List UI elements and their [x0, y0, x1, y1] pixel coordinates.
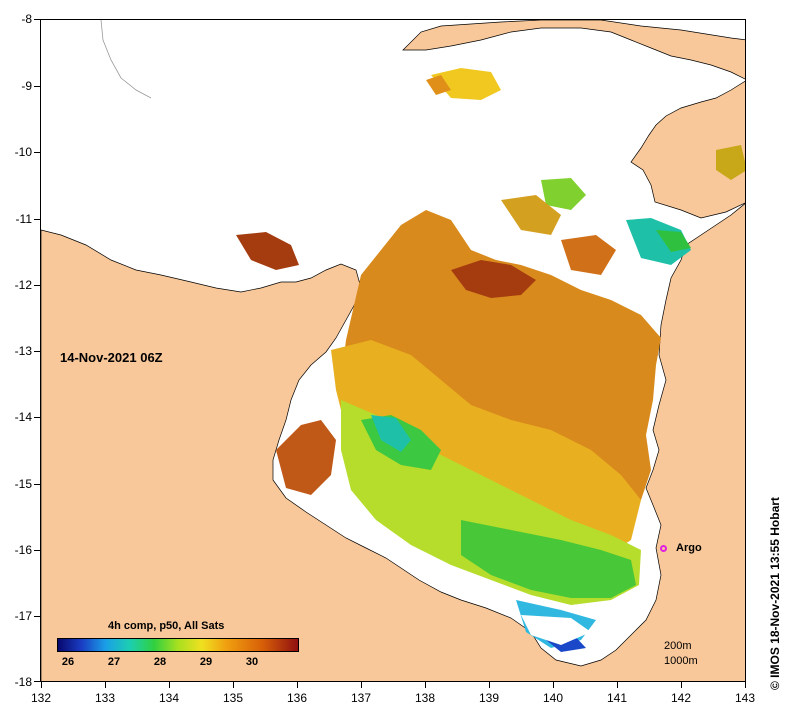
lat-tick-label: -14: [14, 410, 32, 424]
lat-tick-label: -10: [14, 145, 32, 159]
land-cape-york: [630, 80, 745, 219]
map-timestamp: 14-Nov-2021 06Z: [60, 350, 163, 365]
lat-tick-label: -15: [14, 477, 32, 491]
lat-tick-label: -11: [15, 212, 32, 226]
colorbar-label: 29: [199, 656, 213, 668]
lon-tick-label: 141: [606, 691, 628, 705]
lat-tick-label: -16: [14, 543, 32, 557]
lon-tick-label: 138: [414, 691, 436, 705]
isobath-200m-label: 200m: [664, 640, 692, 652]
lon-tickmark: [745, 682, 746, 688]
lon-tickmark: [553, 682, 554, 688]
land-new-guinea: [402, 20, 745, 80]
colorbar-label: 26: [61, 656, 75, 668]
lat-tickmark: [34, 681, 40, 682]
lat-tickmark: [34, 616, 40, 617]
lon-tick-label: 142: [670, 691, 692, 705]
argo-float-marker[interactable]: [660, 545, 667, 552]
lon-tick-label: 143: [734, 691, 756, 705]
lat-tickmark: [34, 152, 40, 153]
sst-colorbar: [57, 638, 299, 652]
lon-tickmark: [425, 682, 426, 688]
lon-tickmark: [681, 682, 682, 688]
lat-tickmark: [34, 550, 40, 551]
lat-tick-label: -12: [14, 278, 32, 292]
imos-credit: © IMOS 18-Nov-2021 13:55 Hobart: [768, 497, 782, 690]
colorbar-label: 27: [107, 656, 121, 668]
lat-tick-label: -17: [14, 609, 32, 623]
lat-tickmark: [34, 219, 40, 220]
colorbar-label: 28: [153, 656, 167, 668]
lon-tickmark: [233, 682, 234, 688]
lat-tick-label: -9: [21, 79, 32, 93]
lon-tick-label: 135: [222, 691, 244, 705]
lon-tickmark: [169, 682, 170, 688]
sst-field: [236, 68, 745, 652]
lon-tick-label: 137: [350, 691, 372, 705]
lon-tick-label: 139: [478, 691, 500, 705]
lon-tickmark: [105, 682, 106, 688]
lat-tickmark: [34, 417, 40, 418]
lon-tickmark: [617, 682, 618, 688]
lat-tick-label: -18: [14, 675, 32, 689]
lat-tick-label: -8: [21, 12, 32, 26]
lon-tick-label: 132: [30, 691, 52, 705]
lat-tickmark: [34, 285, 40, 286]
colorbar-label: 30: [245, 656, 259, 668]
lat-tick-label: -13: [14, 344, 32, 358]
lon-tick-label: 136: [286, 691, 308, 705]
land-northern-territory: [41, 203, 745, 681]
legend-title: 4h comp, p50, All Sats: [108, 620, 225, 632]
lat-tickmark: [34, 351, 40, 352]
lon-tickmark: [361, 682, 362, 688]
argo-label: Argo: [676, 542, 702, 554]
sst-map-canvas: [41, 20, 745, 681]
lat-tickmark: [34, 86, 40, 87]
lon-tick-label: 134: [158, 691, 180, 705]
lon-tickmark: [41, 682, 42, 688]
sst-map: [40, 19, 746, 682]
lat-tickmark: [34, 484, 40, 485]
isobath-1000m-label: 1000m: [664, 655, 698, 667]
lon-tickmark: [297, 682, 298, 688]
lon-tick-label: 133: [94, 691, 116, 705]
lon-tickmark: [489, 682, 490, 688]
lon-tick-label: 140: [542, 691, 564, 705]
lat-tickmark: [34, 19, 40, 20]
